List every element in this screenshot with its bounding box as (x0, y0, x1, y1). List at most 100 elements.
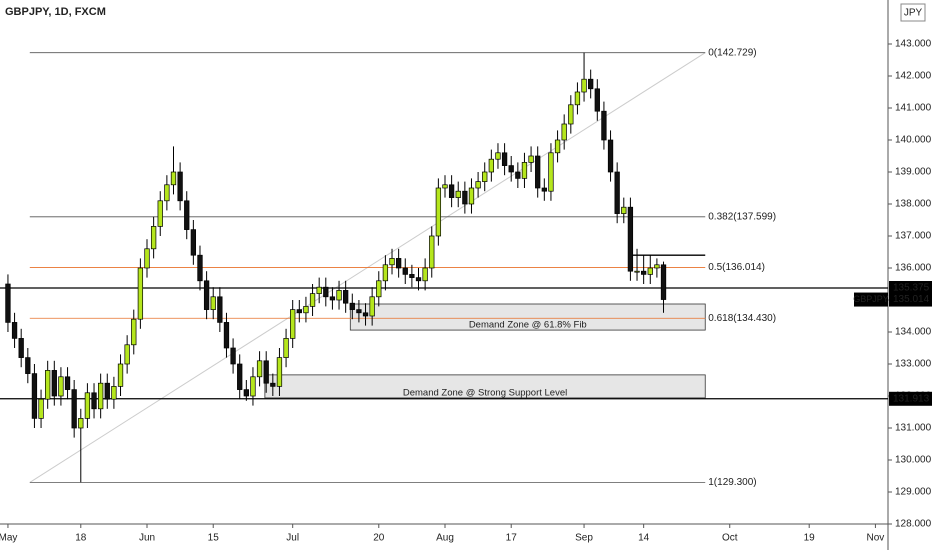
candle-body (71, 389, 77, 429)
candle-body (184, 200, 190, 230)
candle-body (11, 322, 18, 339)
x-tick-label: 17 (506, 533, 518, 544)
candle-body (634, 270, 640, 273)
y-tick-label: 137.000 (895, 231, 932, 242)
candle-body (548, 152, 554, 192)
candle-body (614, 171, 620, 214)
x-tick-label: Aug (436, 533, 454, 544)
zone-label: Demand Zone @ Strong Support Level (403, 387, 567, 398)
candle-body (568, 104, 574, 125)
price-badge (889, 292, 932, 307)
level-label: 135.375 (893, 283, 930, 294)
candle-body (157, 200, 163, 227)
y-tick-label: 130.000 (895, 455, 932, 466)
candle-body (150, 226, 157, 250)
candle-body (243, 389, 249, 397)
candle-body (190, 229, 197, 256)
candle-body (422, 267, 428, 282)
candle-body (263, 360, 269, 384)
candle-body (475, 181, 481, 189)
y-tick-label: 131.000 (895, 423, 932, 434)
demand-zone (264, 374, 706, 399)
candle-body (515, 171, 521, 179)
candle-body (495, 152, 501, 160)
candle-body (276, 357, 283, 387)
candle-body (482, 171, 488, 182)
candle-body (462, 190, 468, 205)
candle-body (78, 418, 84, 429)
candle-body (442, 184, 448, 189)
x-tick-label: 18 (75, 533, 87, 544)
candle-body (270, 382, 276, 387)
candle-body (468, 187, 475, 205)
candle-body (541, 187, 547, 192)
candle-body (455, 190, 461, 198)
candle-body (217, 296, 223, 323)
candle-body (58, 376, 64, 397)
candle-body (329, 296, 336, 301)
y-tick-label: 133.000 (895, 359, 932, 370)
y-tick-label: 139.000 (895, 167, 932, 178)
x-tick-label: Jul (286, 533, 299, 544)
candle-body (395, 258, 402, 269)
candle-body (588, 78, 594, 90)
candle-body (51, 370, 57, 397)
candle-body (131, 318, 137, 346)
y-tick-label: 142.000 (895, 71, 932, 82)
y-tick-label: 140.000 (895, 135, 932, 146)
candle-body (237, 363, 243, 390)
candle-body (389, 258, 395, 266)
candle-body (296, 309, 302, 314)
fib-label: 0.382(137.599) (708, 211, 776, 222)
candle-body (376, 280, 382, 298)
currency-label: JPY (904, 8, 923, 19)
candle-body (508, 165, 514, 173)
candle-body (256, 360, 263, 378)
candle-body (64, 376, 71, 390)
x-tick-label: May (0, 533, 17, 544)
candle-body (223, 322, 230, 349)
candle-body (250, 376, 256, 397)
y-tick-label: 141.000 (895, 103, 932, 114)
level-badge (889, 391, 932, 406)
candle-body (561, 123, 567, 141)
candle-body (283, 338, 289, 358)
candle-body (144, 248, 150, 269)
currency-box[interactable] (900, 3, 926, 22)
candle-body (316, 286, 322, 294)
candle-body (84, 392, 91, 419)
candle-body (170, 171, 177, 186)
candle-body (117, 363, 124, 387)
candle-body (343, 290, 349, 304)
x-tick-label: 14 (638, 533, 650, 544)
candle-body (5, 283, 11, 323)
candle-body (177, 171, 183, 202)
fib-label: 0(142.729) (708, 47, 756, 58)
candle-body (415, 277, 422, 282)
candle-body (38, 398, 44, 419)
x-tick-label: Sep (575, 533, 593, 544)
last-price-label: 135.014 (893, 294, 930, 305)
symbol-badge (854, 292, 888, 307)
candle-body (647, 267, 653, 275)
candle-body (336, 290, 342, 301)
candle-body (349, 302, 355, 310)
candle-body (429, 235, 435, 269)
x-tick-label: Nov (867, 533, 885, 544)
x-tick-label: 15 (208, 533, 220, 544)
fib-label: 0.618(134.430) (708, 313, 776, 324)
demand-zone (349, 303, 706, 331)
y-tick-label: 136.000 (895, 263, 932, 274)
candle-body (402, 267, 408, 275)
level-label: 131.913 (893, 393, 930, 404)
candle-body (435, 187, 442, 237)
candle-body (164, 184, 170, 202)
fib-label: 1(129.300) (708, 477, 756, 488)
zone-label: Demand Zone @ 61.8% Fib (469, 320, 587, 331)
candle-body (98, 382, 104, 410)
y-tick-label: 129.000 (895, 487, 932, 498)
candle-body (607, 139, 614, 173)
